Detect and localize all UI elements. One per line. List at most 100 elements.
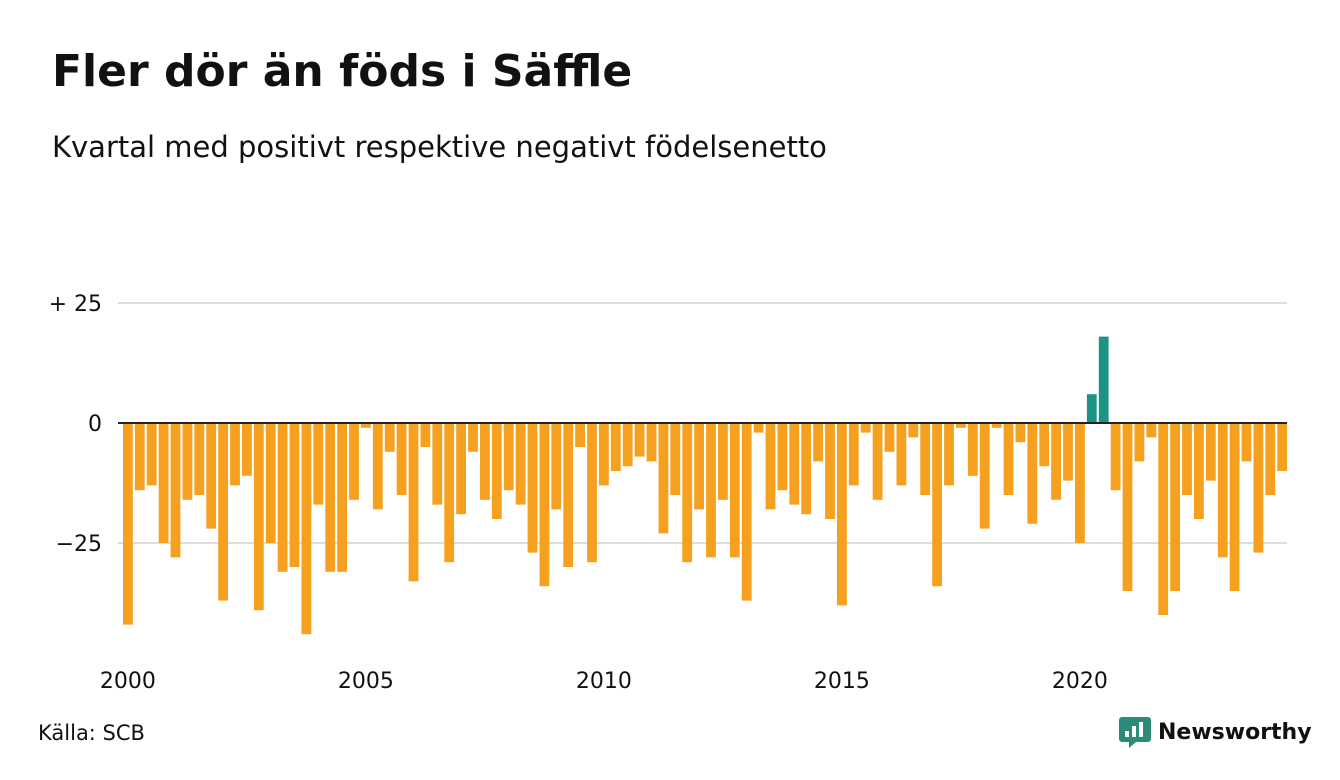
bar-2016-q2 — [896, 423, 907, 486]
bar-2012-q4 — [729, 423, 740, 558]
bar-2021-q2 — [1134, 423, 1145, 462]
bar-2010-q2 — [610, 423, 621, 471]
bar-2002-q3 — [242, 423, 252, 476]
bar-2021-q3 — [1146, 423, 1157, 438]
bar-2020-q3 — [1098, 336, 1109, 423]
x-axis-tick-labels: 2000 2005 2010 2015 2020 — [100, 669, 1108, 694]
bar-2014-q2 — [801, 423, 812, 515]
bar-2024-q2 — [1277, 423, 1288, 471]
bar-2004-q1 — [313, 423, 324, 505]
bar-2013-q4 — [777, 423, 788, 491]
bar-2018-q3 — [1003, 423, 1014, 495]
bar-2015-q3 — [860, 423, 871, 433]
bar-2023-q4 — [1253, 423, 1264, 553]
bar-2005-q3 — [384, 423, 395, 452]
bar-2006-q1 — [408, 423, 419, 582]
bar-2011-q4 — [682, 423, 693, 563]
bar-2020-q1 — [1075, 423, 1085, 543]
bar-2008-q2 — [515, 423, 526, 505]
bar-2018-q2 — [991, 423, 1002, 428]
bar-2011-q2 — [658, 423, 669, 534]
y-tick-label-minus-25: −25 — [56, 532, 102, 557]
bar-2019-q4 — [1063, 423, 1073, 481]
bar-2021-q4 — [1158, 423, 1169, 615]
bar-2013-q1 — [741, 423, 752, 601]
y-axis-tick-labels: + 25 0 −25 — [49, 292, 102, 557]
bar-2018-q1 — [979, 423, 990, 529]
bar-2013-q3 — [765, 423, 776, 510]
bar-2002-q2 — [230, 423, 240, 486]
bar-2003-q3 — [289, 423, 300, 567]
bar-2017-q4 — [967, 423, 978, 476]
bar-2017-q1 — [932, 423, 942, 587]
bar-2019-q2 — [1039, 423, 1050, 467]
bar-2011-q3 — [670, 423, 681, 495]
bar-2004-q4 — [349, 423, 359, 500]
bar-2000-q4 — [158, 423, 169, 543]
x-tick-label-2020: 2020 — [1052, 669, 1108, 694]
bar-2014-q4 — [825, 423, 835, 519]
bar-2008-q4 — [539, 423, 550, 587]
bar-2002-q1 — [218, 423, 228, 601]
y-tick-label-plus-25: + 25 — [49, 292, 102, 317]
chart-subtitle: Kvartal med positivt respektive negativt… — [52, 130, 827, 164]
bar-2004-q3 — [337, 423, 347, 572]
bar-2016-q1 — [884, 423, 895, 452]
bar-2022-q2 — [1182, 423, 1192, 495]
bar-2003-q2 — [277, 423, 288, 572]
bar-2008-q1 — [503, 423, 514, 491]
bar-2007-q4 — [491, 423, 502, 519]
bar-2016-q3 — [908, 423, 919, 438]
bar-2000-q3 — [146, 423, 157, 486]
bar-2012-q3 — [718, 423, 728, 500]
chart-title: Fler dör än föds i Säffle — [52, 46, 633, 97]
bar-2019-q1 — [1027, 423, 1038, 524]
bars — [123, 336, 1288, 635]
newsworthy-logo-icon — [1119, 717, 1151, 748]
bar-2006-q2 — [420, 423, 431, 447]
bar-2022-q3 — [1194, 423, 1204, 519]
bar-2023-q3 — [1241, 423, 1252, 462]
bar-2010-q3 — [622, 423, 633, 467]
source-note: Källa: SCB — [38, 721, 145, 745]
bar-2001-q2 — [182, 423, 193, 500]
bar-2007-q3 — [480, 423, 490, 500]
bar-2010-q4 — [634, 423, 645, 457]
bar-2000-q1 — [123, 423, 133, 625]
bar-2014-q3 — [813, 423, 823, 462]
bar-2012-q2 — [706, 423, 716, 558]
bar-2022-q1 — [1170, 423, 1180, 591]
bar-2005-q1 — [361, 423, 371, 428]
bar-2020-q4 — [1110, 423, 1121, 491]
bar-2006-q4 — [444, 423, 455, 563]
y-tick-label-zero: 0 — [88, 412, 102, 437]
bar-2023-q2 — [1229, 423, 1240, 591]
bar-2010-q1 — [599, 423, 609, 486]
bar-2015-q4 — [872, 423, 883, 500]
bar-2012-q1 — [694, 423, 704, 510]
bar-2009-q1 — [551, 423, 562, 510]
grid-lines — [118, 302, 1287, 544]
bar-2004-q2 — [325, 423, 336, 572]
bar-2017-q2 — [944, 423, 954, 486]
bar-2014-q1 — [789, 423, 800, 505]
x-tick-label-2015: 2015 — [814, 669, 870, 694]
bar-2009-q4 — [587, 423, 597, 563]
bar-2020-q2 — [1086, 394, 1097, 423]
bar-2003-q1 — [265, 423, 276, 543]
bar-2003-q4 — [301, 423, 312, 635]
bar-2007-q2 — [468, 423, 478, 452]
bar-2005-q4 — [396, 423, 407, 495]
bar-2005-q2 — [372, 423, 383, 510]
brand: Newsworthy — [1118, 712, 1312, 752]
bar-2017-q3 — [956, 423, 966, 428]
bar-2008-q3 — [527, 423, 538, 553]
bar-2001-q3 — [194, 423, 205, 495]
bar-2007-q1 — [456, 423, 466, 515]
bar-2022-q4 — [1205, 423, 1216, 481]
bar-2009-q2 — [563, 423, 574, 567]
bar-2016-q4 — [920, 423, 931, 495]
bar-2018-q4 — [1015, 423, 1026, 443]
x-tick-label-2010: 2010 — [576, 669, 632, 694]
bar-2011-q1 — [646, 423, 657, 462]
